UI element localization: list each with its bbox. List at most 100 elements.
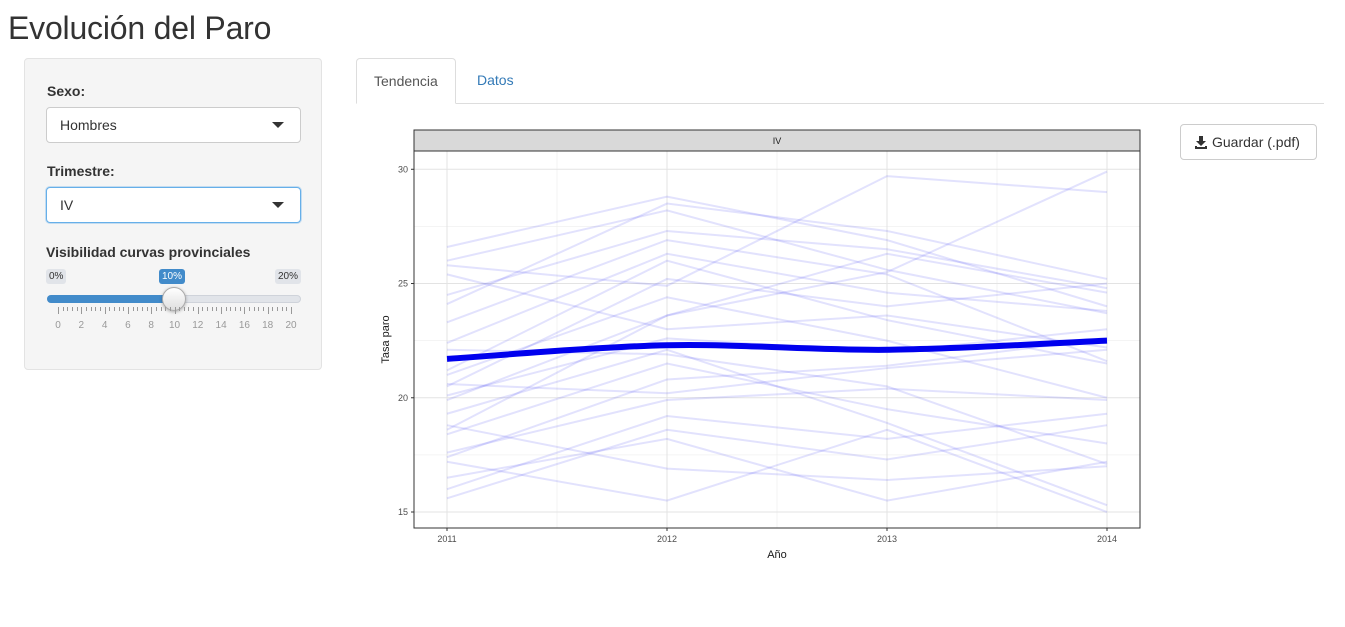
slider-minor-tick [85, 307, 87, 311]
slider-tick-label: 4 [101, 320, 108, 331]
chart-svg: IV 15 20 25 30 2011 2012 2013 2014 Año Tasa paro [380, 129, 1141, 561]
slider-tick-label: 2 [78, 320, 85, 331]
slider-minor-tick [160, 307, 162, 311]
x-tick-label: 2014 [1097, 534, 1117, 544]
slider-major-tick [267, 307, 269, 314]
province-series-line [446, 412, 1108, 491]
slider-min-label: 0% [46, 269, 67, 284]
slider-tick-label: 12 [192, 320, 204, 331]
download-pdf-label: Guardar (.pdf) [1212, 134, 1300, 150]
province-series-line [446, 252, 1108, 431]
province-series-line [446, 273, 1108, 349]
slider-max-label: 20% [275, 269, 302, 284]
slider-ticks: 0 2 4 6 8 10 12 14 16 18 20 [25, 307, 323, 337]
slider-minor-tick [165, 307, 167, 311]
slider-minor-tick [179, 307, 181, 311]
province-series-line [446, 202, 1108, 305]
visibilidad-label: Visibilidad curvas provinciales [46, 244, 251, 260]
slider-minor-tick [99, 307, 101, 311]
slider-minor-tick [230, 307, 232, 311]
slider-minor-tick [141, 307, 143, 311]
slider-minor-tick [286, 307, 288, 311]
sexo-label: Sexo: [47, 83, 86, 99]
province-series-line [446, 170, 1108, 401]
province-series-line [446, 175, 1108, 287]
page-title: Evolución del Paro [8, 10, 272, 46]
slider-tick-label: 10 [168, 320, 181, 331]
sexo-select[interactable]: Hombres [46, 107, 301, 143]
slider-minor-tick [71, 307, 73, 311]
slider-minor-tick [169, 307, 171, 311]
province-series-line [446, 252, 1108, 344]
slider-major-tick [221, 307, 223, 314]
tab-datos[interactable]: Datos [477, 72, 514, 88]
slider-minor-tick [90, 307, 92, 311]
slider-major-tick [174, 307, 176, 314]
download-pdf-button[interactable]: Guardar (.pdf) [1180, 124, 1317, 160]
province-series-line [446, 209, 1108, 315]
slider-major-tick [197, 307, 199, 314]
slider-minor-tick [272, 307, 274, 311]
province-series-line [446, 387, 1108, 454]
slider-minor-tick [258, 307, 260, 311]
slider-minor-tick [207, 307, 209, 311]
slider-minor-tick [76, 307, 78, 311]
slider-minor-tick [277, 307, 279, 311]
slider-minor-tick [62, 307, 64, 311]
province-series-line [446, 348, 1108, 395]
slider-major-tick [104, 307, 106, 314]
slider-minor-tick [281, 307, 283, 311]
province-series-line [446, 296, 1108, 399]
slider-minor-tick [67, 307, 69, 311]
slider-minor-tick [137, 307, 139, 311]
province-series-line [446, 424, 1108, 482]
tab-bar: Tendencia Datos [356, 58, 1324, 104]
trimestre-label: Trimestre: [47, 163, 115, 179]
province-series-line [446, 229, 1108, 296]
slider-minor-tick [118, 307, 120, 311]
sidebar-panel: Sexo: Hombres Trimestre: IV Visibilidad … [24, 58, 322, 370]
province-series-line [446, 239, 1108, 363]
slider-minor-tick [109, 307, 111, 311]
province-series-line [446, 337, 1108, 459]
slider-tick-label: 20 [285, 320, 297, 331]
slider-minor-tick [146, 307, 148, 311]
sexo-select-value: Hombres [60, 117, 117, 133]
slider-minor-tick [263, 307, 265, 311]
slider-minor-tick [216, 307, 218, 311]
trimestre-select[interactable]: IV [46, 187, 301, 223]
slider-minor-tick [235, 307, 237, 311]
slider-minor-tick [95, 307, 97, 311]
slider-minor-tick [183, 307, 185, 311]
slider-minor-tick [155, 307, 157, 311]
slider-minor-tick [113, 307, 115, 311]
slider-fill [47, 295, 175, 303]
slider-major-tick [58, 307, 59, 314]
slider-tick-label: 0 [55, 320, 61, 331]
slider-minor-tick [123, 307, 125, 311]
slider-minor-tick [211, 307, 213, 311]
slider-major-tick [291, 307, 292, 314]
province-series-line [446, 259, 1108, 372]
facet-strip [413, 129, 1141, 152]
slider-major-tick [151, 307, 153, 314]
x-tick-label: 2011 [437, 534, 456, 544]
slider-major-tick [127, 307, 129, 314]
province-series-line [446, 277, 1108, 388]
slider-minor-tick [193, 307, 195, 311]
slider-minor-tick [239, 307, 241, 311]
slider-minor-tick [188, 307, 190, 311]
slider-tick-label: 14 [215, 320, 227, 331]
province-series-line [446, 428, 1108, 513]
y-tick-label: 30 [398, 164, 408, 174]
slider-tick-label: 16 [238, 320, 250, 331]
y-tick-label: 20 [398, 393, 408, 403]
slider-tick-label: 8 [148, 320, 154, 331]
slider-major-tick [244, 307, 246, 314]
province-series-line [446, 437, 1108, 502]
province-series-line [446, 348, 1108, 507]
tab-tendencia[interactable]: Tendencia [356, 58, 456, 104]
y-tick-label: 15 [398, 507, 408, 517]
slider-minor-tick [253, 307, 255, 311]
x-axis-title: Año [767, 549, 787, 561]
